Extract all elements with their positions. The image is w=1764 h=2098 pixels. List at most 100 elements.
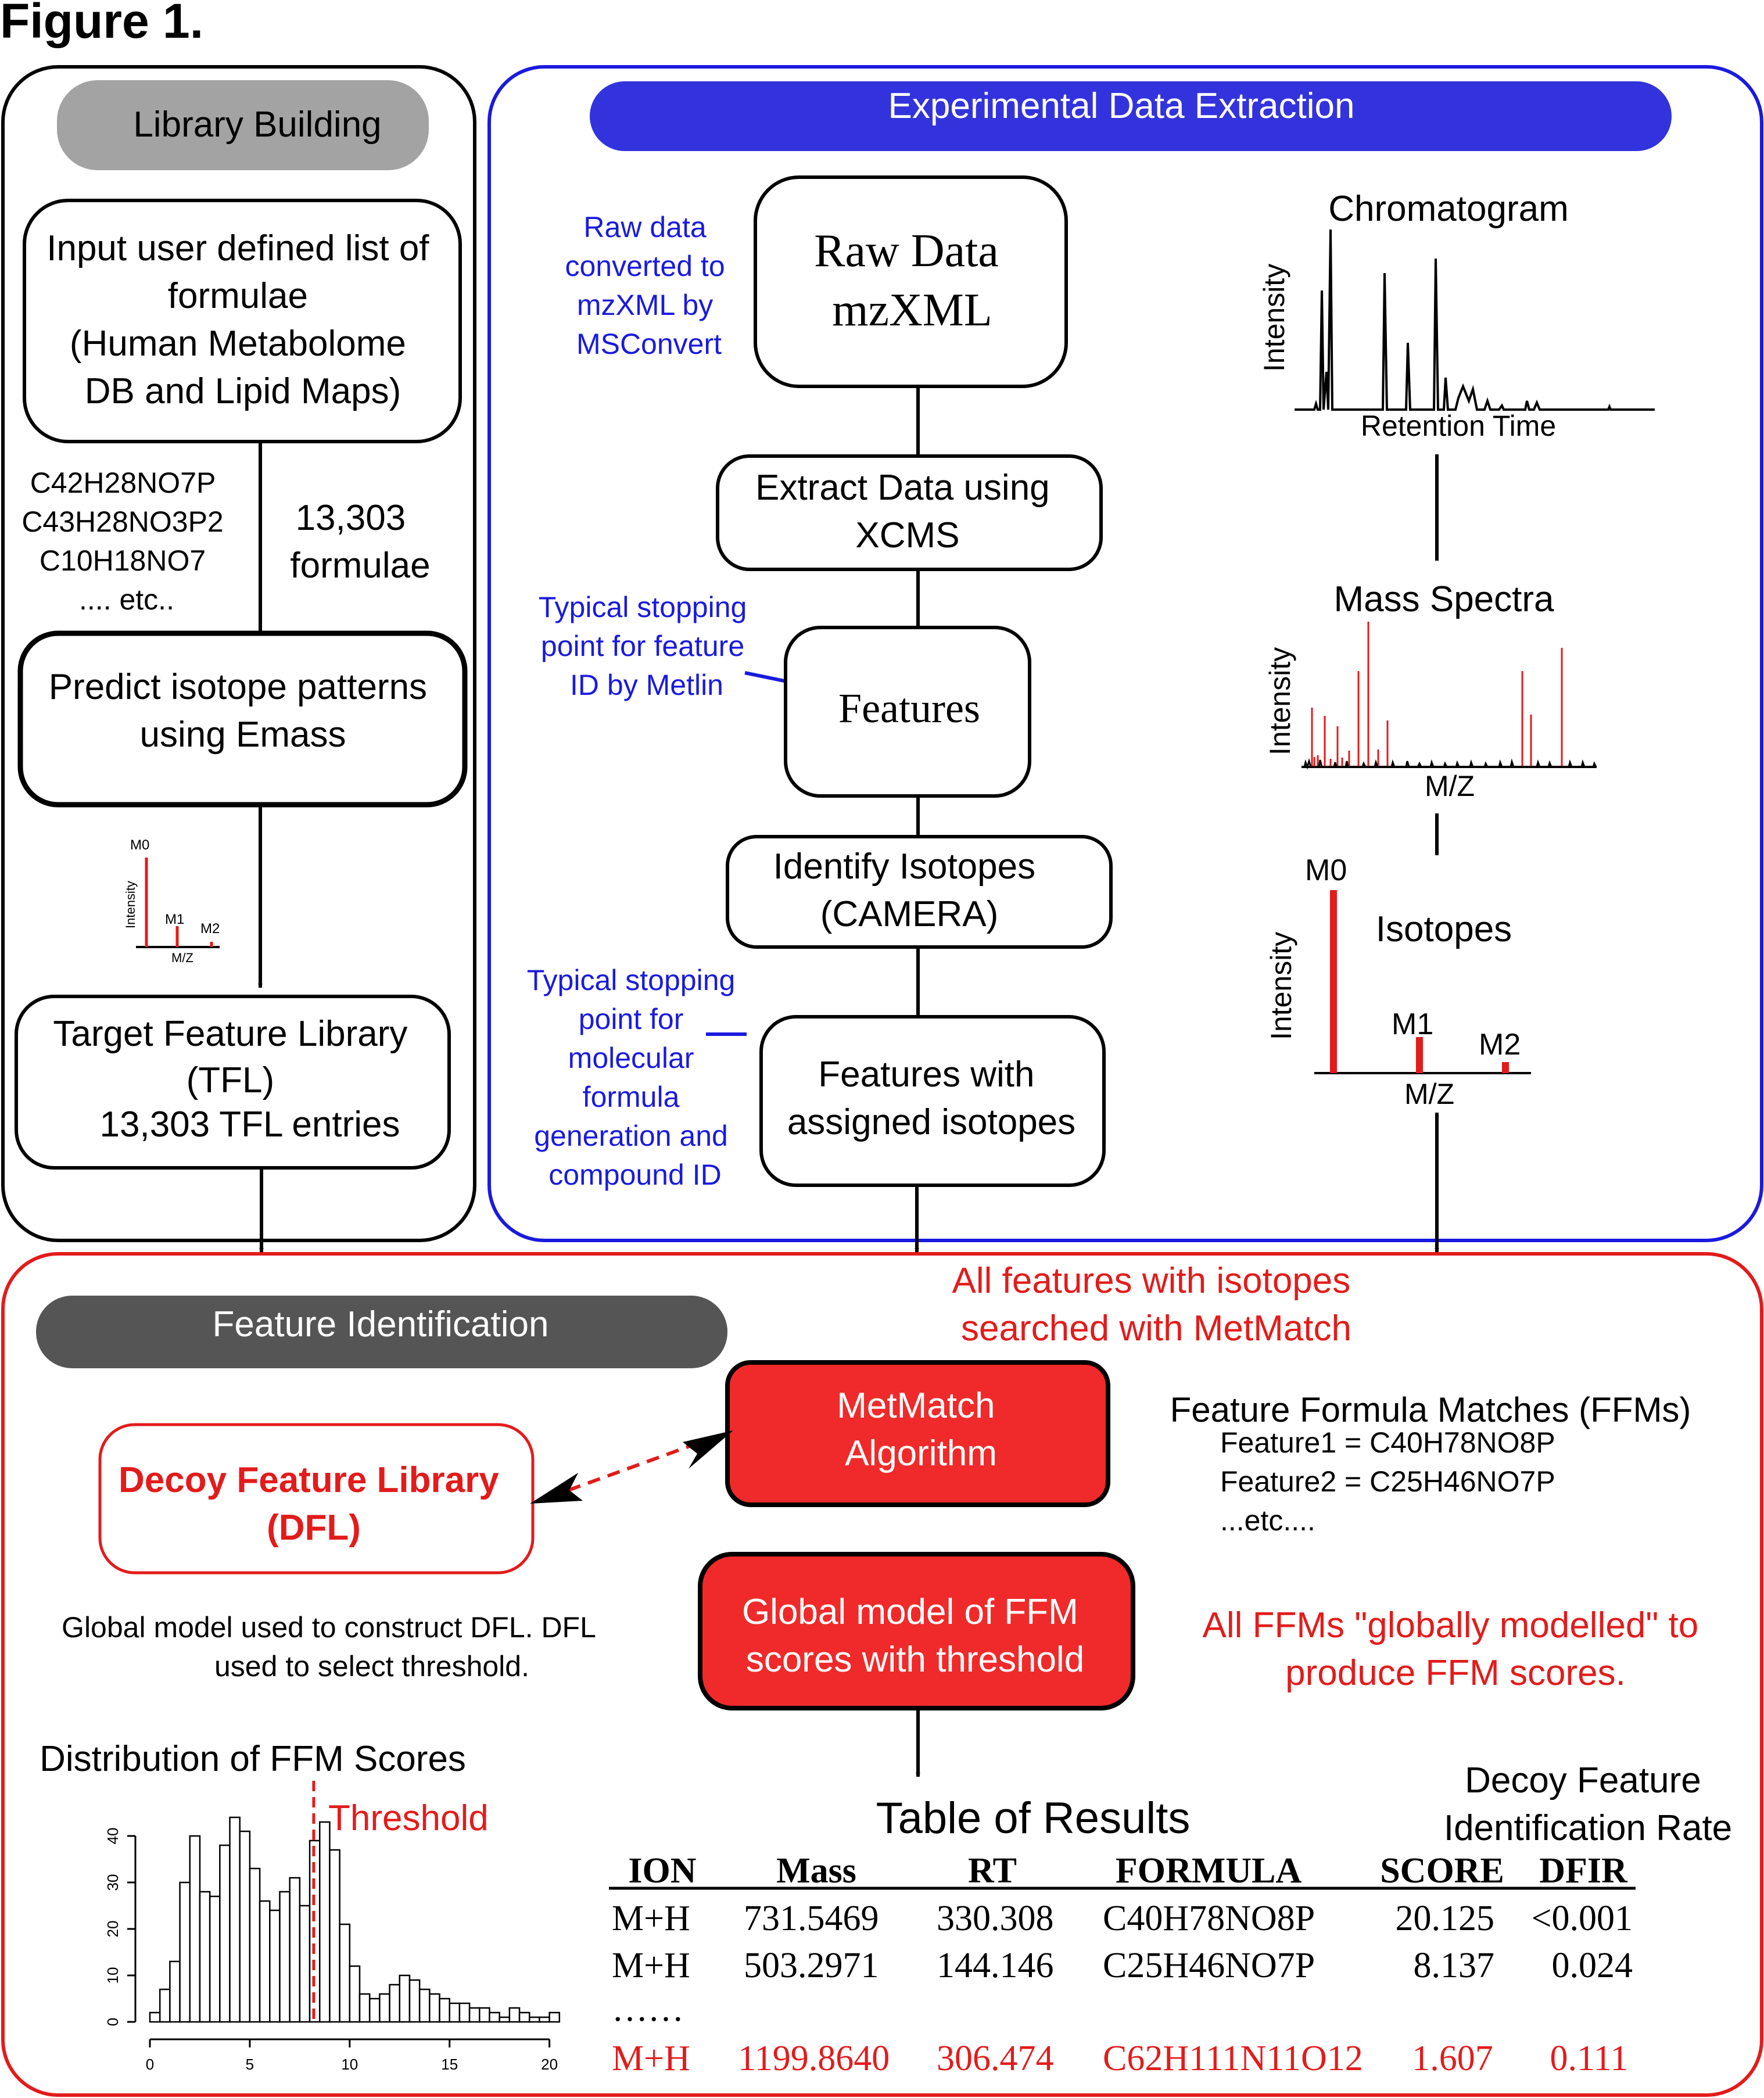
figure-title: Figure 1. bbox=[0, 0, 203, 48]
histogram-bar bbox=[499, 2016, 511, 2023]
histogram-bar bbox=[408, 1979, 421, 2023]
mini-isotope-plot: Intensity M/Z M0 M1 M2 bbox=[123, 837, 220, 965]
metlin-pointer bbox=[744, 671, 785, 683]
metlin-note: Typical stopping point for feature ID by… bbox=[539, 591, 755, 701]
isotopes-ylabel: Intensity bbox=[1265, 932, 1297, 1040]
search-note: All features with isotopes searched with… bbox=[952, 1261, 1360, 1349]
histogram-bar bbox=[189, 1835, 201, 2023]
decoy-metmatch-arrow bbox=[530, 1430, 733, 1504]
header-formula: FORMULA bbox=[1116, 1851, 1302, 1891]
svg-text:20.125: 20.125 bbox=[1396, 1899, 1495, 1938]
features-text: Features bbox=[838, 685, 980, 731]
histogram-bar bbox=[429, 1993, 440, 2023]
xcms-text: Extract Data using XCMS bbox=[755, 468, 1060, 555]
raw-data-text: Raw Data mzXML bbox=[814, 225, 1010, 336]
isotope-label-m0: M0 bbox=[1305, 853, 1347, 887]
isotopes-plot: Intensity Isotopes M0 M1 M2 M/Z bbox=[1265, 853, 1531, 1110]
svg-text:0.111: 0.111 bbox=[1550, 2039, 1629, 2078]
histogram-bar bbox=[479, 2007, 490, 2023]
histogram-bar bbox=[239, 1830, 251, 2023]
histogram-bar bbox=[159, 1988, 171, 2023]
input-formulae-text: Input user defined list of formulae (Hum… bbox=[46, 228, 439, 411]
chromatogram-title: Chromatogram bbox=[1328, 189, 1568, 229]
histogram-bar bbox=[199, 1891, 211, 2023]
isotope-label-m2: M2 bbox=[1479, 1028, 1521, 1061]
identification-panel bbox=[1, 1252, 1763, 2097]
globally-modelled-note: All FFMs "globally modelled" to produce … bbox=[1202, 1605, 1708, 1693]
features-box bbox=[784, 626, 1031, 798]
table-header-row: ION Mass RT FORMULA SCORE DFIR bbox=[628, 1851, 1628, 1891]
header-mass: Mass bbox=[776, 1851, 856, 1891]
svg-text:503.2971: 503.2971 bbox=[744, 1946, 879, 1985]
input-formulae-box bbox=[23, 199, 462, 443]
isotopes-xlabel: M/Z bbox=[1404, 1078, 1454, 1110]
mass-spectra-ylabel: Intensity bbox=[1264, 647, 1296, 755]
chromatogram-ylabel: Intensity bbox=[1258, 264, 1290, 372]
histogram-bar bbox=[289, 1877, 301, 2023]
histogram-bar bbox=[368, 1997, 381, 2023]
histogram-bar bbox=[508, 2007, 521, 2023]
table-ellipsis: …… bbox=[612, 1989, 684, 2029]
chromatogram-plot: Chromatogram Intensity Retention Time bbox=[1258, 189, 1655, 442]
extraction-panel bbox=[487, 65, 1763, 1242]
x-tick-label: 5 bbox=[246, 2056, 254, 2073]
extraction-header bbox=[590, 81, 1672, 151]
histogram-bar bbox=[468, 2007, 481, 2023]
mass-spectra-xlabel: M/Z bbox=[1425, 770, 1475, 802]
svg-text:330.308: 330.308 bbox=[937, 1899, 1054, 1938]
mass-spectra-noise bbox=[1303, 758, 1597, 770]
svg-text:M+H: M+H bbox=[612, 1899, 690, 1938]
histogram-bar bbox=[458, 2002, 471, 2023]
ffm-score-histogram: Distribution of FFM Scores Threshold 0 5 1… bbox=[40, 1739, 561, 2073]
y-tick-label: 30 bbox=[104, 1874, 121, 1891]
chromatogram-xlabel: Retention Time bbox=[1361, 410, 1556, 442]
header-rt: RT bbox=[968, 1851, 1017, 1891]
identification-header bbox=[36, 1296, 727, 1368]
histogram-bar bbox=[149, 2011, 161, 2023]
library-building-header bbox=[57, 80, 429, 170]
assigned-isotopes-text: Features with assigned isotopes bbox=[787, 1055, 1075, 1142]
chromatogram-trace bbox=[1295, 229, 1655, 411]
histogram-bar bbox=[269, 1909, 281, 2023]
histogram-bar bbox=[389, 1984, 401, 2023]
mini-label-m1: M1 bbox=[165, 912, 184, 927]
histogram-bar bbox=[279, 1891, 291, 2023]
histogram-axes: 0 5 10 15 20 0 10 20 30 40 bbox=[104, 1828, 558, 2073]
svg-text:C40H78NO8P: C40H78NO8P bbox=[1103, 1899, 1315, 1938]
y-tick-label: 10 bbox=[104, 1967, 121, 1984]
assigned-isotopes-box bbox=[759, 1015, 1106, 1187]
histogram-bar bbox=[329, 1849, 340, 2023]
results-table: ION Mass RT FORMULA SCORE DFIR M+H 731.5… bbox=[609, 1851, 1636, 2078]
histogram-bar bbox=[379, 1993, 390, 2023]
decoy-library-box bbox=[98, 1423, 535, 1575]
table-row: M+H 731.5469 330.308 C40H78NO8P 20.125 <… bbox=[612, 1899, 1633, 1938]
formula-examples: C42H28NO7P C43H28NO3P2 C10H18NO7 .... et… bbox=[21, 467, 231, 616]
raw-data-box bbox=[754, 175, 1068, 388]
tfl-box bbox=[15, 995, 451, 1170]
threshold-label: Threshold bbox=[328, 1798, 489, 1838]
global-model-note: Global model used to construct DFL. DFL … bbox=[62, 1611, 603, 1683]
svg-text:1.607: 1.607 bbox=[1412, 2039, 1493, 2078]
histogram-bar bbox=[299, 1905, 311, 2023]
histogram-bar bbox=[528, 2016, 540, 2023]
histogram-bar bbox=[169, 1960, 181, 2023]
x-tick-label: 20 bbox=[541, 2056, 558, 2073]
x-tick-label: 15 bbox=[441, 2056, 458, 2073]
isotope-label-m1: M1 bbox=[1392, 1007, 1433, 1041]
histogram-bar bbox=[349, 1965, 361, 2023]
identification-title: Feature Identification bbox=[212, 1304, 548, 1344]
histogram-bars bbox=[149, 1816, 561, 2023]
svg-text:0.024: 0.024 bbox=[1552, 1946, 1633, 1985]
header-score: SCORE bbox=[1380, 1851, 1504, 1891]
histogram-bar bbox=[339, 1923, 351, 2023]
isotopes-title: Isotopes bbox=[1376, 909, 1512, 949]
mini-plot-ylabel: Intensity bbox=[123, 881, 138, 928]
mini-label-m2: M2 bbox=[200, 921, 220, 937]
table-row: M+H 503.2971 144.146 C25H46NO7P 8.137 0.… bbox=[612, 1946, 1633, 1985]
mass-spectra-peaks bbox=[1311, 622, 1563, 767]
raw-data-note: Raw data converted to mzXML by MSConvert bbox=[565, 211, 733, 360]
table-title: Table of Results bbox=[876, 1794, 1191, 1843]
svg-text:M+H: M+H bbox=[612, 2039, 690, 2078]
svg-text:144.146: 144.146 bbox=[937, 1946, 1054, 1985]
histogram-bar bbox=[318, 1821, 331, 2023]
